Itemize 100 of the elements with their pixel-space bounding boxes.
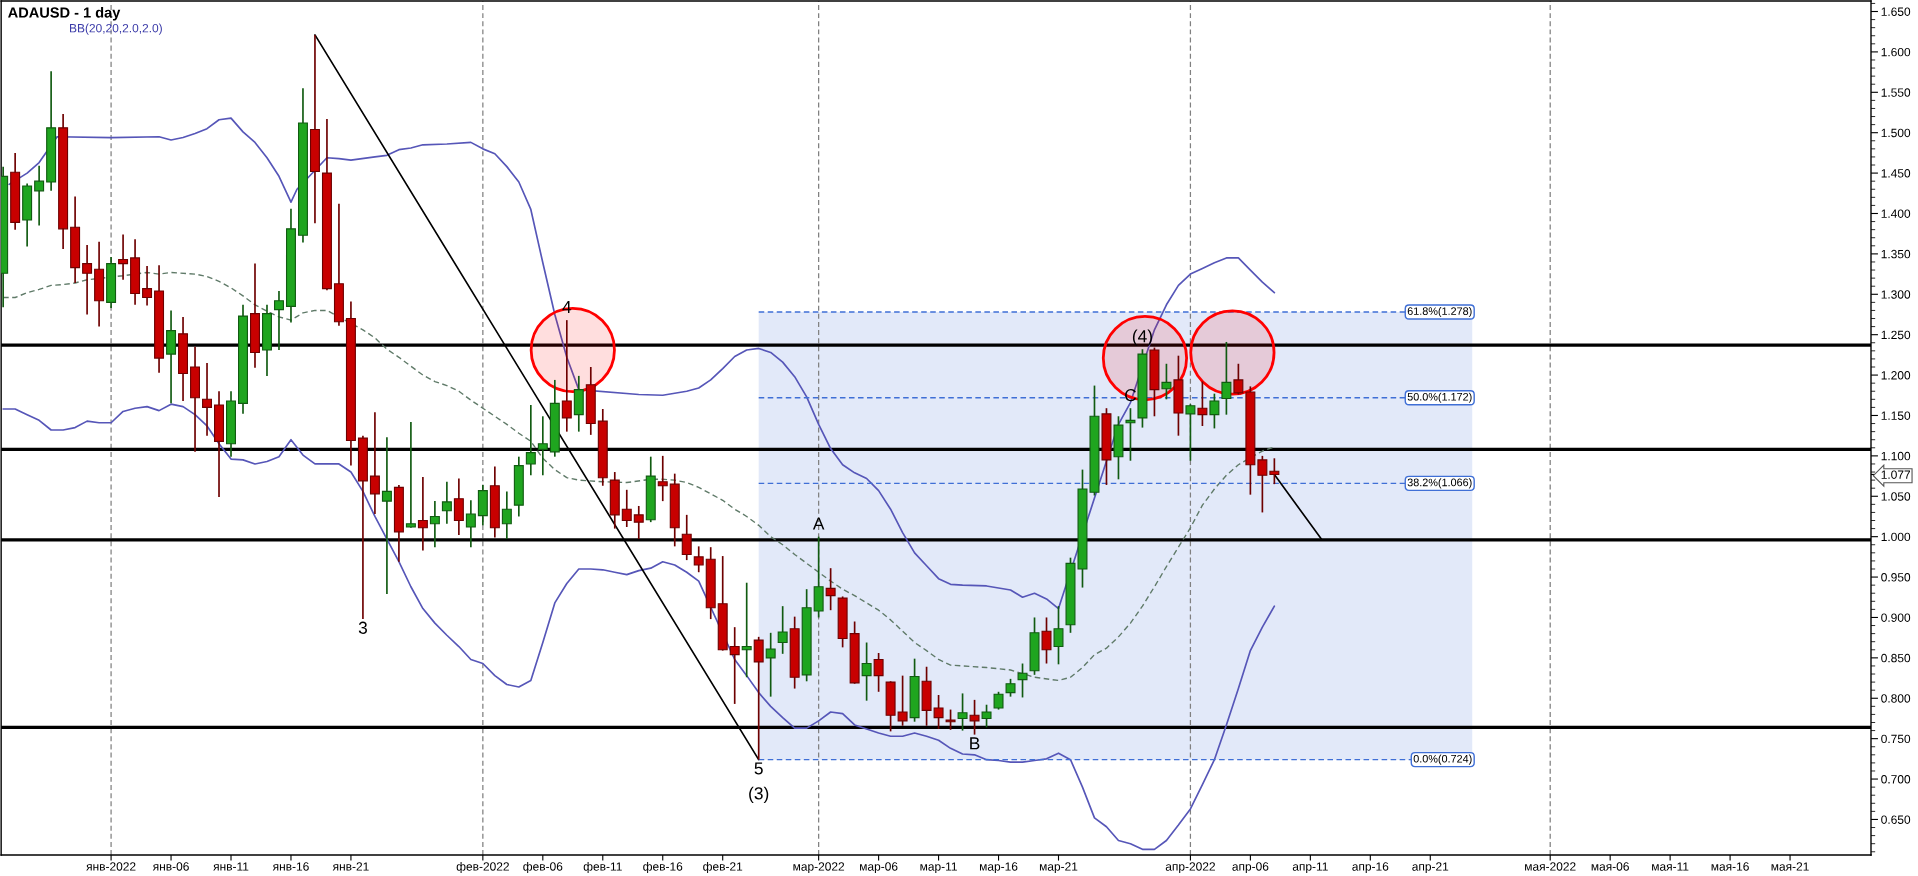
annotation: (3) [749,786,769,803]
x-tick-label: мар-16 [979,862,1018,874]
candlestick [765,631,776,698]
candlestick [945,708,956,731]
x-tick-label: мар-11 [920,862,957,874]
x-tick-label: янв-21 [332,862,369,871]
candlestick [981,703,992,729]
y-tick-label: 0.650 [1881,815,1911,824]
candlestick [118,233,129,281]
text: BB(20,20,2.0,2.0) [70,23,162,35]
line-series [8,117,1276,610]
y-tick-label: 1.150 [1881,411,1911,420]
y-tick-label: 1.550 [1881,88,1911,97]
x-tick-label: мая-06 [1591,862,1629,871]
annotation: (4) [1132,329,1152,346]
x-tick-label: мая-2022 [1525,862,1576,871]
x-tick-label: янв-11 [213,862,249,871]
x-tick-label: апр-06 [1232,862,1269,874]
candlestick [441,480,452,525]
candlestick [82,244,93,316]
x-tick-label: апр-16 [1352,862,1389,874]
y-tick-label: 1.500 [1881,128,1911,138]
y-tick-label: 1.077 [1881,470,1911,479]
candlestick [873,652,884,693]
series-label: 0.0%(0.724) [1413,754,1472,765]
candlestick [1053,605,1064,666]
candlestick [753,636,764,761]
candlestick [897,674,908,727]
candlestick [1257,455,1268,514]
x-tick-label: фев-21 [703,861,743,874]
y-tick-label: 1.250 [1881,330,1911,340]
annotation: 5 [754,762,763,775]
candlestick [633,505,644,540]
x-tick-label: янв-16 [272,862,309,871]
candlestick [1269,457,1280,485]
x-tick-label: мар-2022 [793,862,845,874]
candlestick [657,455,668,502]
series-label: 50.0%(1.172) [1407,392,1472,403]
candlestick [1161,362,1172,401]
x-tick-label: фев-2022 [456,861,509,874]
line-series [2,403,1276,851]
candlestick [417,476,428,552]
y-tick-label: 1.100 [1881,451,1911,461]
y-tick-label: 1.050 [1881,492,1911,501]
candlestick [969,699,980,736]
candlestick [957,692,968,732]
x-tick-label: мая-21 [1771,862,1809,871]
candlestick [273,290,284,351]
candlestick [429,500,440,549]
y-tick-label: 1.350 [1881,249,1911,259]
candlestick [1197,380,1208,427]
annotation: B [970,737,980,750]
series-label: 61.8%(1.278) [1407,307,1472,318]
candlestick [861,641,872,702]
candlestick [202,362,213,437]
candlestick [142,265,153,307]
candlestick [405,421,416,529]
x-tick-label: фев-06 [523,861,563,874]
candlestick [777,605,788,655]
candlestick [1017,662,1028,699]
candlestick [741,581,752,679]
x-tick-label: мар-06 [860,862,898,874]
x-tick-label: янв-06 [152,862,189,871]
y-tick-label: 0.750 [1881,734,1911,744]
candlestick [465,499,476,549]
candlestick [1185,403,1196,462]
x-tick-label: фев-16 [643,861,683,874]
series-label: 38.2%(1.066) [1407,478,1472,489]
candlestick [453,477,464,536]
annotation: A [812,517,825,530]
y-tick-label: 1.450 [1881,169,1911,178]
y-tick-label: 0.950 [1881,573,1911,582]
candlestick [693,545,704,574]
y-tick-label: 1.000 [1881,532,1911,542]
x-tick-label: мар-21 [1039,862,1078,874]
annotation: 3 [358,621,367,634]
candlestick [1125,407,1136,462]
candlestick [166,309,177,405]
x-tick-label: апр-11 [1292,862,1328,874]
x-tick-label: фев-11 [583,861,622,874]
x-tick-label: янв-2022 [86,862,136,871]
candlestick [525,404,536,477]
y-tick-label: 1.300 [1881,290,1911,299]
chart-title: ADAUSD - 1 day [8,6,121,21]
y-tick-label: 1.600 [1881,47,1911,57]
y-tick-label: 0.800 [1881,694,1911,703]
x-tick-label: апр-2022 [1165,862,1215,874]
candlestick [1209,392,1220,430]
candlestick [381,436,392,595]
y-tick-label: 1.200 [1881,371,1911,380]
candlestick [561,319,572,433]
candlestick [621,488,632,528]
candlestick [1233,362,1244,396]
x-tick-label: мая-16 [1711,862,1749,871]
candlestick [34,164,45,227]
y-tick-label: 1.650 [1881,7,1911,16]
candlestick [729,626,740,705]
candlestick [681,514,692,561]
candlestick [1221,341,1232,416]
candlestick [369,411,380,515]
